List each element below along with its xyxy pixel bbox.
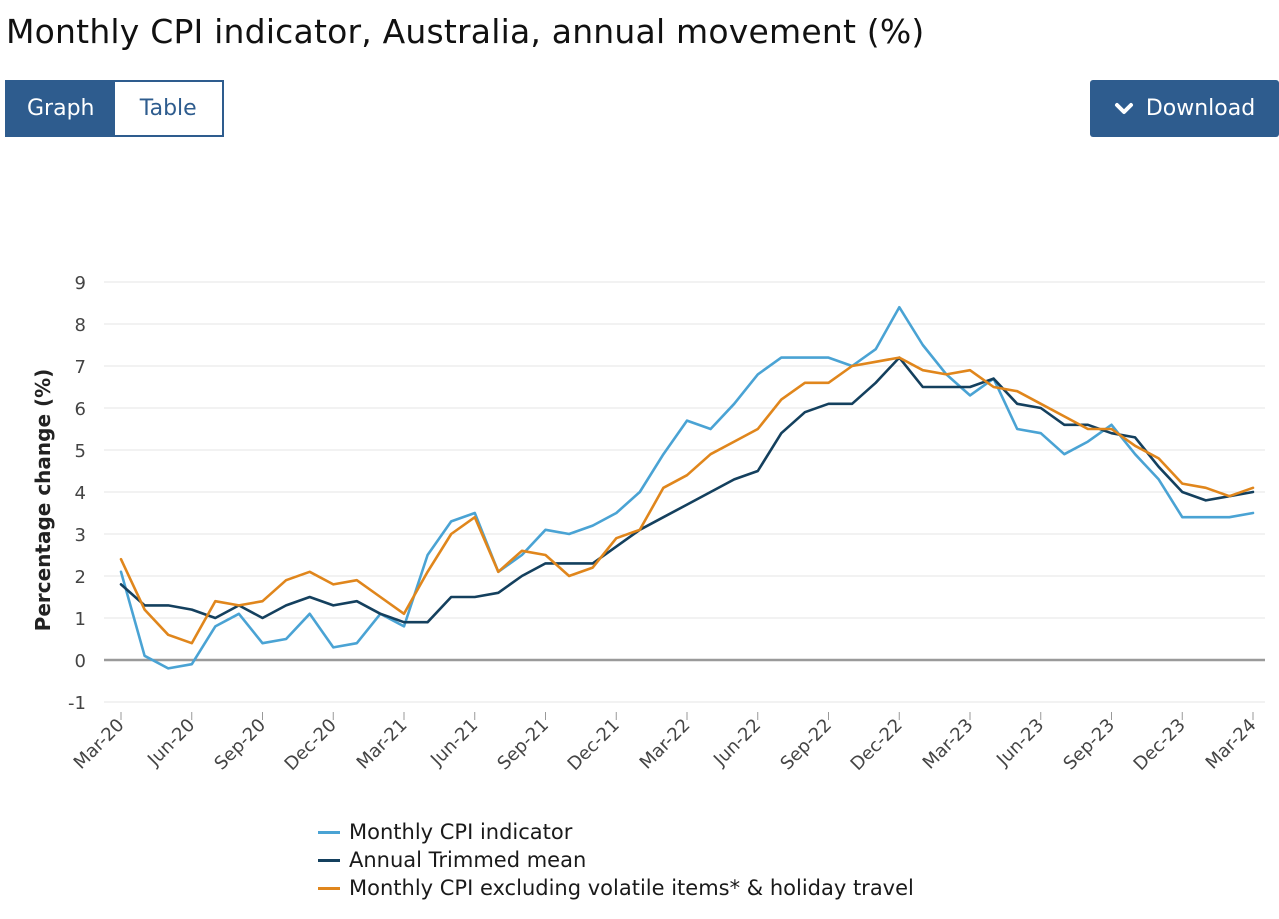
legend-swatch-excl	[318, 886, 340, 890]
page-title: Monthly CPI indicator, Australia, annual…	[6, 12, 925, 51]
chevron-down-icon	[1114, 102, 1133, 114]
series-line-0	[119, 305, 1255, 670]
series-line-1	[119, 356, 1255, 624]
x-tick-label: Sep-22	[776, 715, 836, 775]
legend-item-cpi[interactable]: Monthly CPI indicator	[318, 818, 914, 846]
y-tick-label: 5	[75, 441, 86, 462]
tab-table[interactable]: Table	[114, 82, 222, 135]
chart-legend: Monthly CPI indicator Annual Trimmed mea…	[318, 818, 914, 902]
download-button[interactable]: Download	[1090, 80, 1279, 137]
tab-graph[interactable]: Graph	[7, 82, 115, 135]
y-tick-label: 6	[75, 399, 86, 420]
y-tick-label: 4	[75, 483, 86, 504]
x-tick-label: Sep-23	[1059, 715, 1119, 775]
legend-item-trimmed[interactable]: Annual Trimmed mean	[318, 846, 914, 874]
x-tick-label: Mar-20	[70, 715, 129, 774]
y-tick-label: 8	[75, 315, 86, 336]
x-tick-label: Sep-20	[210, 715, 270, 775]
y-tick-label: -1	[68, 693, 86, 714]
x-tick-label: Mar-23	[919, 715, 978, 774]
legend-swatch-cpi	[318, 830, 340, 834]
x-tick-label: Mar-22	[636, 715, 695, 774]
x-tick-label: Dec-22	[847, 715, 907, 775]
x-tick-label: Mar-21	[353, 715, 412, 774]
x-tick-label: Dec-23	[1130, 715, 1190, 775]
x-tick-label: Jun-21	[426, 715, 482, 771]
legend-label-trimmed: Annual Trimmed mean	[349, 848, 587, 872]
x-tick-label: Jun-23	[992, 715, 1048, 771]
y-tick-label: 3	[75, 525, 86, 546]
x-tick-label: Sep-21	[493, 715, 553, 775]
download-label: Download	[1145, 96, 1256, 121]
y-tick-label: 7	[75, 357, 86, 378]
view-toggle: Graph Table	[5, 80, 224, 137]
legend-label-excl: Monthly CPI excluding volatile items* & …	[349, 876, 914, 900]
y-tick-label: 1	[75, 609, 86, 630]
x-tick-label: Mar-24	[1202, 715, 1261, 774]
y-tick-label: 0	[75, 651, 86, 672]
x-tick-label: Jun-20	[143, 715, 199, 771]
x-tick-label: Dec-21	[564, 715, 624, 775]
legend-item-excl[interactable]: Monthly CPI excluding volatile items* & …	[318, 874, 914, 902]
x-tick-label: Dec-20	[281, 715, 341, 775]
y-tick-label: 9	[75, 273, 86, 294]
legend-swatch-trimmed	[318, 858, 340, 862]
y-tick-label: 2	[75, 567, 86, 588]
x-tick-label: Jun-22	[709, 715, 765, 771]
y-axis-title: Percentage change (%)	[31, 369, 55, 632]
series-line-2	[119, 356, 1255, 645]
legend-label-cpi: Monthly CPI indicator	[349, 820, 573, 844]
